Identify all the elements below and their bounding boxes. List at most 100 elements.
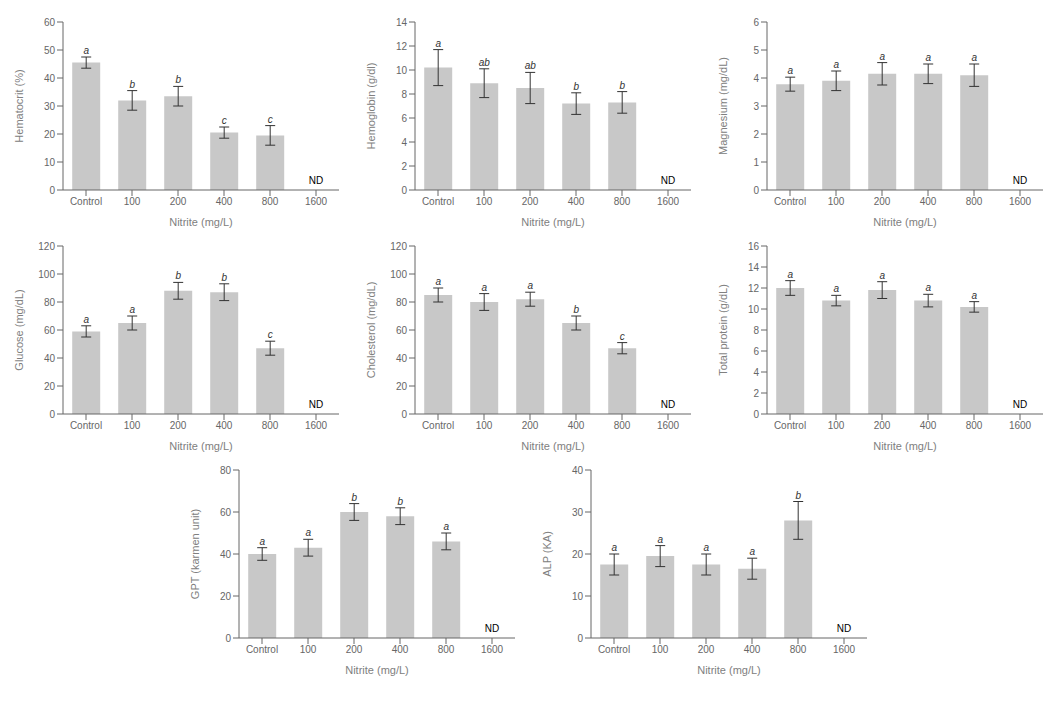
- svg-text:b: b: [175, 74, 181, 85]
- svg-text:Nitrite (mg/L): Nitrite (mg/L): [521, 440, 585, 452]
- svg-text:20: 20: [220, 591, 232, 602]
- svg-text:b: b: [619, 80, 625, 91]
- svg-text:800: 800: [614, 420, 631, 431]
- svg-text:ND: ND: [837, 623, 851, 634]
- svg-text:100: 100: [390, 269, 407, 280]
- svg-text:1600: 1600: [1009, 420, 1032, 431]
- svg-text:20: 20: [396, 381, 408, 392]
- svg-text:a: a: [129, 304, 135, 315]
- svg-text:20: 20: [44, 129, 56, 140]
- svg-text:60: 60: [44, 17, 56, 28]
- svg-text:Nitrite (mg/L): Nitrite (mg/L): [169, 440, 233, 452]
- svg-text:a: a: [305, 527, 311, 538]
- svg-text:800: 800: [262, 420, 279, 431]
- svg-text:30: 30: [572, 507, 584, 518]
- svg-text:Glucose (mg/dL): Glucose (mg/dL): [13, 289, 25, 370]
- svg-text:400: 400: [216, 196, 233, 207]
- svg-text:b: b: [351, 492, 357, 503]
- svg-text:20: 20: [572, 549, 584, 560]
- svg-text:b: b: [573, 81, 579, 92]
- svg-text:1: 1: [753, 157, 759, 168]
- svg-text:c: c: [620, 331, 625, 342]
- svg-text:200: 200: [874, 196, 891, 207]
- svg-text:a: a: [749, 546, 755, 557]
- svg-text:a: a: [611, 542, 617, 553]
- svg-text:Control: Control: [70, 196, 102, 207]
- svg-text:100: 100: [828, 420, 845, 431]
- svg-text:b: b: [221, 272, 227, 283]
- svg-text:1600: 1600: [305, 420, 328, 431]
- svg-text:80: 80: [220, 465, 232, 476]
- svg-text:400: 400: [920, 196, 937, 207]
- svg-text:120: 120: [390, 241, 407, 252]
- svg-text:400: 400: [216, 420, 233, 431]
- svg-text:5: 5: [753, 45, 759, 56]
- svg-text:b: b: [573, 304, 579, 315]
- svg-text:a: a: [527, 280, 533, 291]
- svg-text:60: 60: [44, 325, 56, 336]
- svg-text:400: 400: [568, 420, 585, 431]
- svg-text:a: a: [971, 290, 977, 301]
- svg-text:800: 800: [438, 644, 455, 655]
- svg-text:Control: Control: [70, 420, 102, 431]
- svg-text:10: 10: [748, 304, 760, 315]
- svg-text:a: a: [879, 270, 885, 281]
- svg-text:Control: Control: [422, 196, 454, 207]
- svg-text:1600: 1600: [657, 196, 680, 207]
- svg-text:a: a: [925, 282, 931, 293]
- svg-text:0: 0: [401, 185, 407, 196]
- svg-text:40: 40: [44, 353, 56, 364]
- svg-text:20: 20: [44, 381, 56, 392]
- svg-text:ND: ND: [1013, 399, 1027, 410]
- svg-text:100: 100: [652, 644, 669, 655]
- svg-text:ND: ND: [485, 623, 499, 634]
- svg-text:60: 60: [220, 507, 232, 518]
- svg-text:GPT (karmen unit): GPT (karmen unit): [189, 509, 201, 599]
- svg-text:200: 200: [346, 644, 363, 655]
- svg-text:ND: ND: [661, 175, 675, 186]
- svg-text:8: 8: [401, 89, 407, 100]
- svg-text:a: a: [259, 536, 265, 547]
- svg-text:200: 200: [170, 196, 187, 207]
- svg-text:1600: 1600: [657, 420, 680, 431]
- svg-text:ab: ab: [525, 60, 537, 71]
- svg-text:1600: 1600: [833, 644, 856, 655]
- svg-text:100: 100: [124, 196, 141, 207]
- svg-text:800: 800: [790, 644, 807, 655]
- svg-text:Nitrite (mg/L): Nitrite (mg/L): [697, 664, 761, 676]
- svg-text:40: 40: [44, 73, 56, 84]
- svg-text:4: 4: [753, 367, 759, 378]
- svg-text:400: 400: [392, 644, 409, 655]
- svg-text:Control: Control: [246, 644, 278, 655]
- svg-text:10: 10: [572, 591, 584, 602]
- svg-text:200: 200: [170, 420, 187, 431]
- svg-text:ALP (KA): ALP (KA): [541, 531, 553, 577]
- svg-text:2: 2: [401, 161, 407, 172]
- svg-text:0: 0: [753, 185, 759, 196]
- svg-text:c: c: [222, 115, 227, 126]
- svg-text:40: 40: [572, 465, 584, 476]
- svg-text:a: a: [971, 52, 977, 63]
- svg-text:800: 800: [614, 196, 631, 207]
- svg-text:0: 0: [401, 409, 407, 420]
- svg-text:a: a: [833, 59, 839, 70]
- svg-text:200: 200: [698, 644, 715, 655]
- svg-text:b: b: [129, 79, 135, 90]
- svg-text:Nitrite (mg/L): Nitrite (mg/L): [873, 216, 937, 228]
- svg-text:c: c: [268, 114, 273, 125]
- svg-text:1600: 1600: [1009, 196, 1032, 207]
- svg-text:a: a: [83, 45, 89, 56]
- svg-text:100: 100: [476, 196, 493, 207]
- svg-text:40: 40: [396, 353, 408, 364]
- svg-text:200: 200: [522, 420, 539, 431]
- svg-text:0: 0: [753, 409, 759, 420]
- svg-text:3: 3: [753, 101, 759, 112]
- svg-text:Nitrite (mg/L): Nitrite (mg/L): [873, 440, 937, 452]
- svg-text:ab: ab: [479, 57, 491, 68]
- svg-text:a: a: [703, 542, 709, 553]
- svg-text:ND: ND: [1013, 175, 1027, 186]
- svg-text:40: 40: [220, 549, 232, 560]
- svg-text:0: 0: [225, 633, 231, 644]
- svg-text:10: 10: [396, 65, 408, 76]
- svg-text:Nitrite (mg/L): Nitrite (mg/L): [169, 216, 233, 228]
